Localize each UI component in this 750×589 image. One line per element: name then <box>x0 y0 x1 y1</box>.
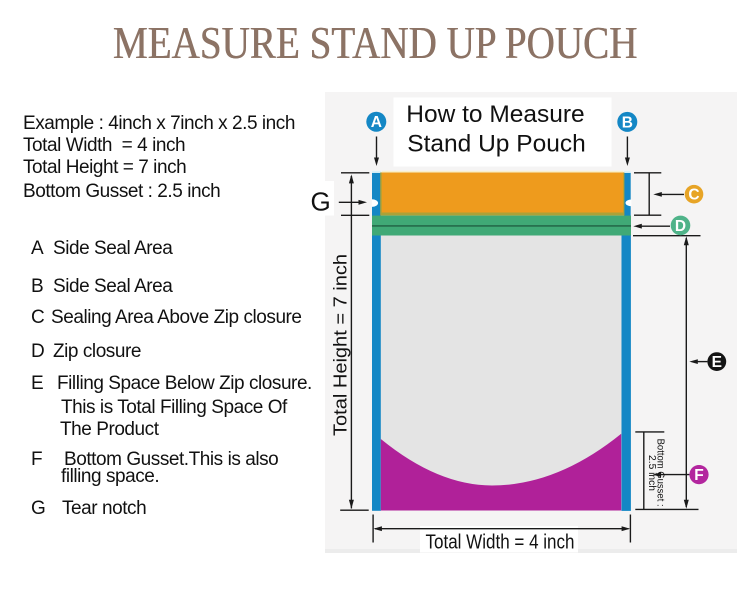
svg-text:2.5 inch: 2.5 inch <box>646 455 658 491</box>
svg-text:How to Measure: How to Measure <box>406 101 584 128</box>
svg-text:D: D <box>675 218 686 235</box>
svg-text:B: B <box>622 114 633 131</box>
svg-text:Total Height = 7 inch: Total Height = 7 inch <box>330 254 351 436</box>
svg-text:A: A <box>371 114 382 131</box>
svg-text:C: C <box>688 187 699 204</box>
svg-text:G: G <box>311 187 331 217</box>
svg-text:E: E <box>712 354 722 371</box>
svg-text:Stand Up Pouch: Stand Up Pouch <box>407 131 585 158</box>
svg-text:F: F <box>694 467 703 484</box>
svg-text:Bottom Gusset :: Bottom Gusset : <box>655 439 667 507</box>
svg-text:Total Width = 4 inch: Total Width = 4 inch <box>426 531 575 554</box>
